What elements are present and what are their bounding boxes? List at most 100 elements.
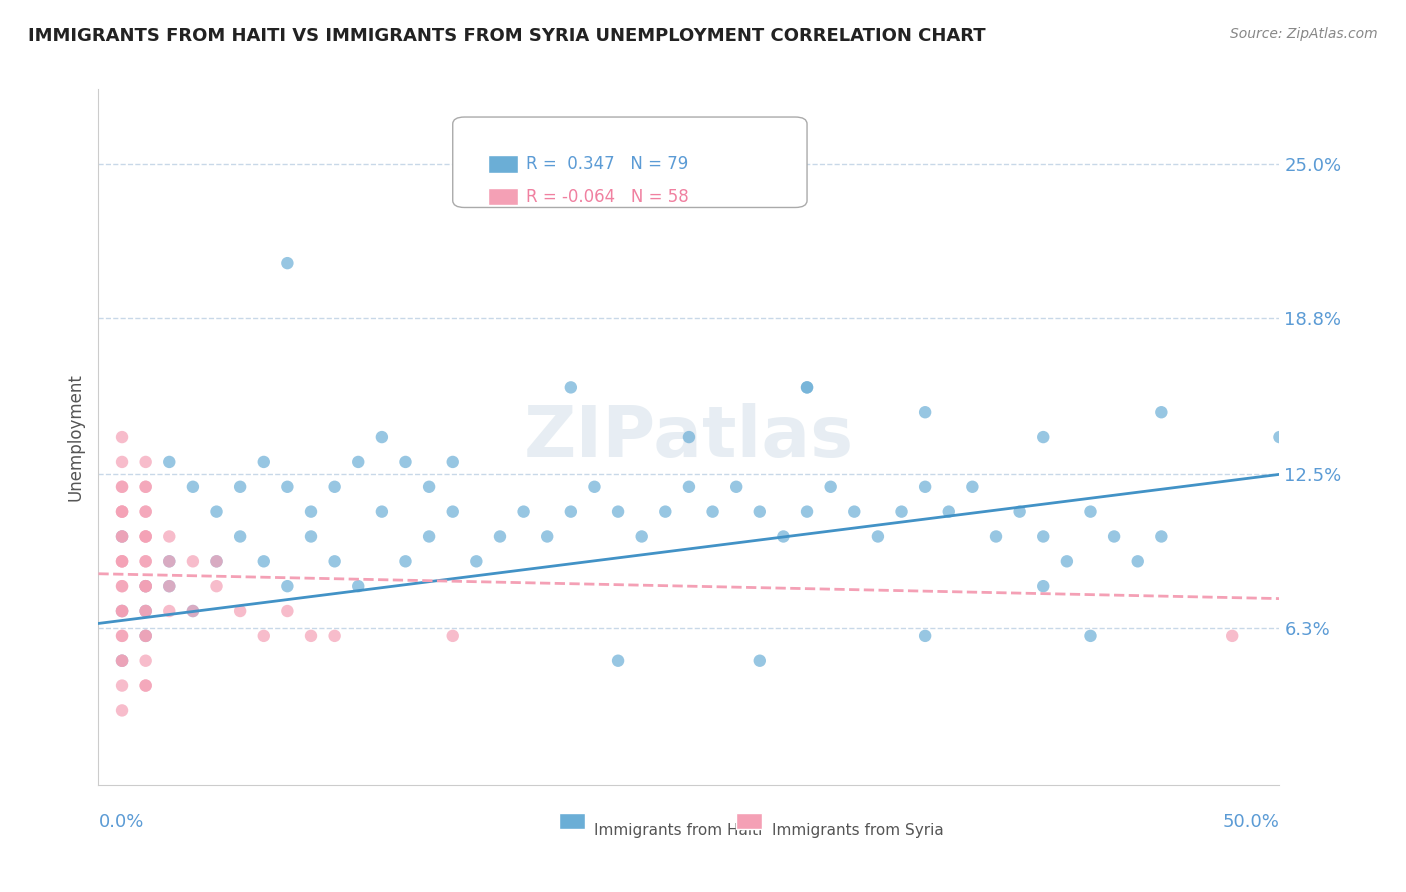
Point xyxy=(844,505,866,519)
Point xyxy=(1268,430,1291,444)
Point xyxy=(111,480,134,494)
Point xyxy=(607,654,630,668)
Text: 50.0%: 50.0% xyxy=(1223,813,1279,830)
Text: Immigrants from Haiti: Immigrants from Haiti xyxy=(595,823,763,838)
Point xyxy=(111,554,134,568)
Point xyxy=(323,480,346,494)
Point xyxy=(1080,505,1102,519)
Point xyxy=(276,604,298,618)
Point xyxy=(135,505,157,519)
Point xyxy=(820,480,842,494)
Point xyxy=(157,604,180,618)
Point xyxy=(205,554,228,568)
Point xyxy=(1032,579,1054,593)
Point xyxy=(111,554,134,568)
Point xyxy=(796,380,818,394)
Point xyxy=(914,480,936,494)
Point xyxy=(702,505,724,519)
Point xyxy=(276,256,298,270)
Point xyxy=(347,579,370,593)
Point xyxy=(111,430,134,444)
Text: Source: ZipAtlas.com: Source: ZipAtlas.com xyxy=(1230,27,1378,41)
FancyBboxPatch shape xyxy=(737,814,762,829)
Point xyxy=(111,455,134,469)
Point xyxy=(135,579,157,593)
Point xyxy=(394,455,416,469)
Text: Immigrants from Syria: Immigrants from Syria xyxy=(772,823,943,838)
Point xyxy=(489,529,512,543)
Point xyxy=(536,529,558,543)
Point xyxy=(135,480,157,494)
Point xyxy=(157,529,180,543)
Point xyxy=(607,505,630,519)
Point xyxy=(205,579,228,593)
Point xyxy=(560,380,582,394)
Point xyxy=(323,629,346,643)
Text: R = -0.064   N = 58: R = -0.064 N = 58 xyxy=(526,188,689,206)
Point xyxy=(111,654,134,668)
FancyBboxPatch shape xyxy=(488,188,517,205)
Point xyxy=(135,604,157,618)
Point xyxy=(111,505,134,519)
Point xyxy=(418,480,440,494)
Y-axis label: Unemployment: Unemployment xyxy=(66,373,84,501)
Point xyxy=(796,380,818,394)
Point xyxy=(441,629,464,643)
Point xyxy=(111,604,134,618)
Point xyxy=(135,654,157,668)
Point xyxy=(157,554,180,568)
Point xyxy=(111,529,134,543)
FancyBboxPatch shape xyxy=(560,814,585,829)
Point xyxy=(1056,554,1078,568)
Point xyxy=(1150,405,1173,419)
Point xyxy=(111,554,134,568)
Point xyxy=(135,529,157,543)
Point xyxy=(299,505,322,519)
Point xyxy=(229,604,252,618)
Point xyxy=(135,604,157,618)
Point xyxy=(135,629,157,643)
Point xyxy=(512,505,534,519)
Point xyxy=(772,529,794,543)
Point xyxy=(135,529,157,543)
Point xyxy=(394,554,416,568)
Point xyxy=(347,455,370,469)
Point xyxy=(1008,505,1031,519)
Point xyxy=(135,579,157,593)
Point xyxy=(748,505,770,519)
Point xyxy=(1102,529,1125,543)
Point xyxy=(111,703,134,717)
Point xyxy=(371,430,394,444)
Point xyxy=(962,480,984,494)
Point xyxy=(111,679,134,693)
Point xyxy=(938,505,960,519)
Point xyxy=(371,505,394,519)
Point xyxy=(299,529,322,543)
Point xyxy=(253,554,276,568)
Point xyxy=(796,505,818,519)
FancyBboxPatch shape xyxy=(488,155,517,173)
Point xyxy=(984,529,1007,543)
Point xyxy=(135,529,157,543)
Point xyxy=(111,529,134,543)
Point xyxy=(560,505,582,519)
Point xyxy=(866,529,889,543)
Point xyxy=(678,480,700,494)
Point xyxy=(111,505,134,519)
Point xyxy=(157,579,180,593)
Point xyxy=(1220,629,1243,643)
Point xyxy=(276,579,298,593)
Point xyxy=(253,629,276,643)
Point xyxy=(441,455,464,469)
Point xyxy=(111,529,134,543)
Point xyxy=(299,629,322,643)
Point xyxy=(1150,529,1173,543)
Point xyxy=(1032,529,1054,543)
Point xyxy=(205,554,228,568)
Point xyxy=(1126,554,1149,568)
Point xyxy=(181,604,204,618)
Point xyxy=(181,554,204,568)
Point xyxy=(418,529,440,543)
Point xyxy=(157,455,180,469)
Point xyxy=(229,480,252,494)
